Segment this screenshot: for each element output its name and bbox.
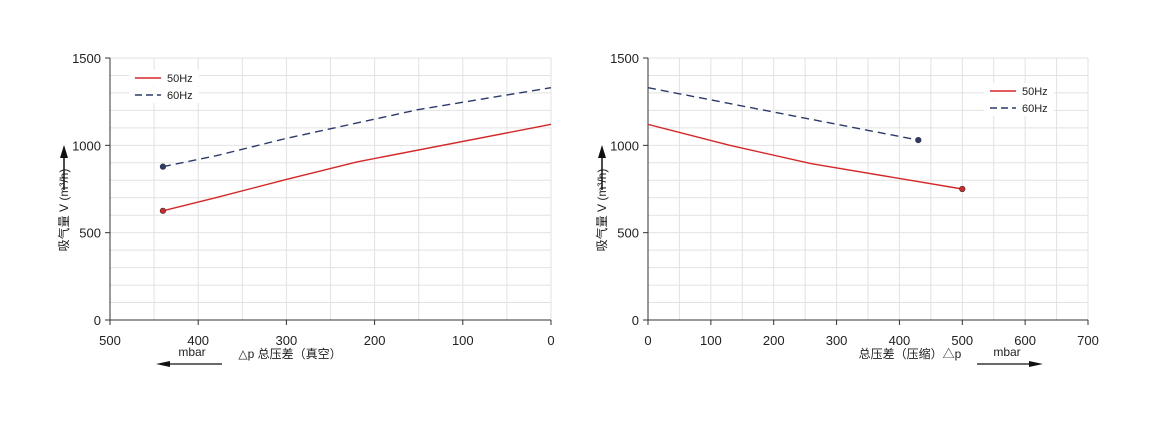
y-tick-label: 0 (94, 313, 101, 328)
x-tick-label: 100 (700, 333, 722, 348)
x-unit-label: mbar (178, 345, 205, 359)
x-tick-label: 500 (99, 333, 121, 348)
legend-label: 60Hz (167, 90, 193, 102)
x-tick-label: 500 (951, 333, 973, 348)
x-tick-label: 600 (1014, 333, 1036, 348)
series-line-60Hz (162, 87, 552, 168)
y-tick-label: 500 (79, 226, 101, 241)
series-line-50Hz (647, 123, 963, 190)
legend-label: 60Hz (1022, 103, 1048, 115)
x-tick-label: 0 (547, 333, 554, 348)
x-tick-label: 300 (276, 333, 298, 348)
legend-bg (984, 83, 1054, 99)
x-tick-label: 400 (889, 333, 911, 348)
x-tick-label: 200 (763, 333, 785, 348)
x-tick-label: 400 (187, 333, 209, 348)
y-tick-label: 500 (617, 226, 639, 241)
y-arrow-head (60, 145, 68, 158)
legend-bg (984, 100, 1054, 116)
y-axis-label: 吸气量 V (m³/h) (56, 169, 71, 252)
x-tick-label: 200 (364, 333, 386, 348)
y-tick-label: 1500 (72, 51, 101, 66)
x-axis-label: 总压差（压缩）△p (859, 346, 962, 361)
x-tick-label: 700 (1077, 333, 1099, 348)
legend-bg (129, 87, 199, 103)
x-unit-label: mbar (993, 345, 1020, 359)
y-tick-label: 1000 (610, 138, 639, 153)
series-line-50Hz (162, 123, 552, 212)
y-tick-label: 0 (632, 313, 639, 328)
x-tick-label: 0 (644, 333, 651, 348)
y-axis-label: 吸气量 V (m³/h) (594, 169, 609, 252)
legend-bg (129, 70, 199, 86)
legend-label: 50Hz (167, 73, 193, 85)
series-endpoint (159, 163, 167, 170)
series-line-60Hz (647, 87, 919, 141)
y-tick-label: 1500 (610, 51, 639, 66)
legend-label: 50Hz (1022, 86, 1048, 98)
x-tick-label: 100 (452, 333, 474, 348)
x-arrow-head (1029, 361, 1043, 367)
series-endpoint (159, 207, 167, 214)
x-tick-label: 300 (826, 333, 848, 348)
y-arrow-head (598, 145, 606, 158)
y-tick-label: 1000 (72, 138, 101, 153)
x-arrow-head (156, 361, 170, 367)
series-endpoint (959, 185, 966, 193)
series-endpoint (915, 136, 922, 144)
x-axis-label: △p 总压差（真空） (238, 347, 341, 361)
